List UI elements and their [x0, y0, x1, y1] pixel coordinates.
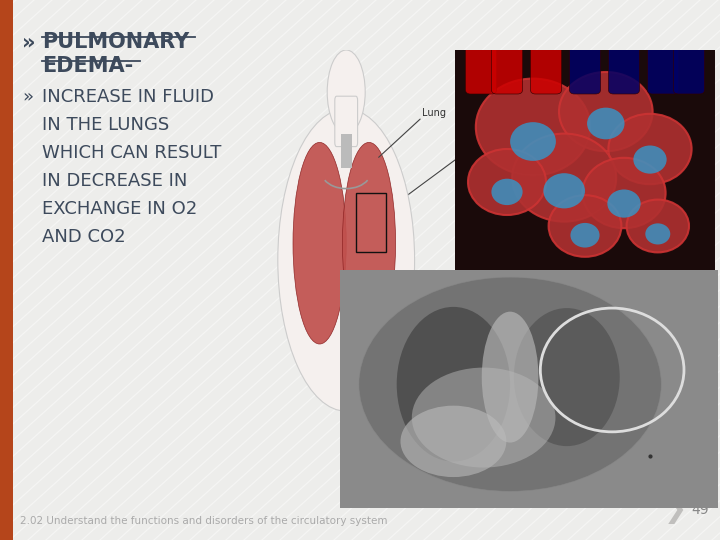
FancyBboxPatch shape — [491, 45, 523, 94]
Text: Accumulation of fluid in the
air sacs (alveoli) in the lungs: Accumulation of fluid in the air sacs (a… — [460, 278, 609, 300]
Circle shape — [608, 190, 641, 218]
Ellipse shape — [343, 143, 395, 344]
Circle shape — [476, 79, 590, 176]
Ellipse shape — [482, 312, 539, 443]
Text: AND CO2: AND CO2 — [42, 228, 125, 246]
Circle shape — [549, 195, 621, 257]
FancyBboxPatch shape — [335, 96, 358, 146]
Circle shape — [608, 114, 692, 184]
Circle shape — [491, 179, 523, 205]
Circle shape — [570, 223, 600, 247]
Bar — [0, 0, 13, 540]
Circle shape — [468, 149, 546, 215]
Circle shape — [510, 122, 556, 161]
Circle shape — [634, 145, 667, 174]
Text: EDEMA-: EDEMA- — [42, 56, 133, 76]
Circle shape — [587, 107, 624, 139]
Circle shape — [512, 133, 616, 221]
Text: IN DECREASE IN: IN DECREASE IN — [42, 172, 187, 190]
Ellipse shape — [293, 143, 346, 344]
Text: 2.02 Understand the functions and disorders of the circulatory system: 2.02 Understand the functions and disord… — [20, 516, 387, 526]
Circle shape — [559, 72, 652, 151]
Ellipse shape — [514, 308, 620, 446]
FancyBboxPatch shape — [531, 45, 562, 94]
Bar — [356, 193, 386, 252]
Circle shape — [582, 158, 665, 228]
Text: INCREASE IN FLUID: INCREASE IN FLUID — [42, 88, 214, 106]
Circle shape — [645, 224, 670, 245]
Ellipse shape — [278, 109, 415, 411]
Text: ❯: ❯ — [663, 496, 687, 524]
FancyBboxPatch shape — [570, 45, 600, 94]
Bar — [341, 134, 352, 167]
Ellipse shape — [397, 307, 510, 462]
Ellipse shape — [400, 406, 506, 477]
Circle shape — [626, 200, 689, 252]
FancyBboxPatch shape — [647, 45, 679, 94]
FancyBboxPatch shape — [465, 45, 497, 94]
Text: WHICH CAN RESULT: WHICH CAN RESULT — [42, 144, 221, 162]
Ellipse shape — [359, 277, 661, 491]
Text: Lung: Lung — [422, 108, 446, 118]
FancyBboxPatch shape — [673, 45, 705, 94]
Text: »: » — [22, 88, 33, 106]
Text: 49: 49 — [691, 503, 708, 517]
Text: EXCHANGE IN O2: EXCHANGE IN O2 — [42, 200, 197, 218]
Text: IN THE LUNGS: IN THE LUNGS — [42, 116, 169, 134]
Ellipse shape — [412, 368, 555, 468]
Circle shape — [327, 50, 365, 134]
Text: PULMONARY: PULMONARY — [42, 32, 189, 52]
Text: »: » — [22, 32, 35, 52]
Circle shape — [544, 173, 585, 208]
FancyBboxPatch shape — [608, 45, 639, 94]
